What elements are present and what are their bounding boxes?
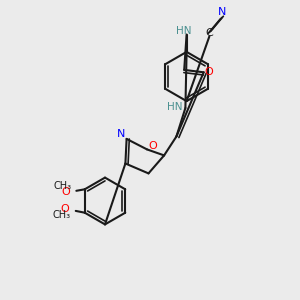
- Text: HN: HN: [176, 26, 191, 37]
- Text: O: O: [148, 141, 158, 151]
- Text: N: N: [116, 128, 125, 139]
- Text: HN: HN: [167, 101, 183, 112]
- Text: O: O: [60, 204, 69, 214]
- Text: CH₃: CH₃: [53, 181, 71, 191]
- Text: C: C: [206, 28, 213, 38]
- Text: CH₃: CH₃: [52, 210, 70, 220]
- Text: O: O: [205, 67, 214, 77]
- Text: O: O: [61, 187, 70, 197]
- Text: N: N: [218, 7, 226, 17]
